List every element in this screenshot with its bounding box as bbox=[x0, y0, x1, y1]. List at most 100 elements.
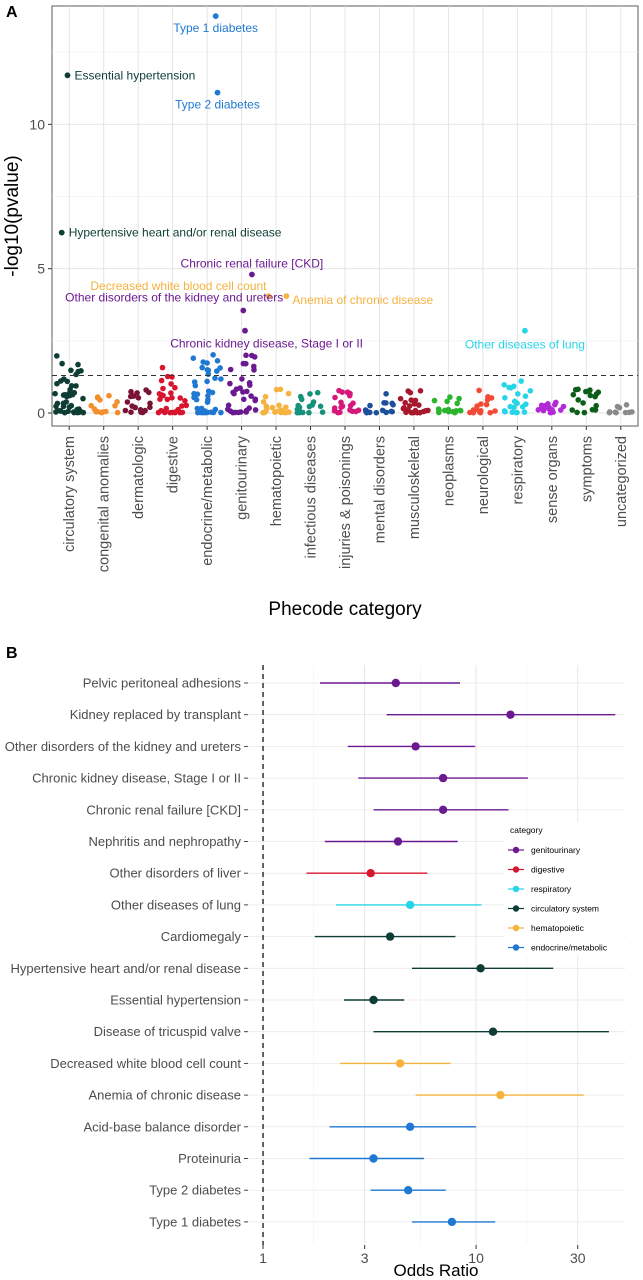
point-uncategorized bbox=[612, 409, 619, 416]
point-label-type-1-diabetes: Type 1 diabetes bbox=[173, 21, 258, 35]
point-hematopoietic bbox=[285, 390, 292, 397]
phenotype-label-pelvic-peritoneal-adhesions: Pelvic peritoneal adhesions bbox=[83, 676, 242, 691]
point-circulatory-system bbox=[73, 371, 79, 378]
legend-label-digestive: digestive bbox=[531, 865, 565, 875]
point-sense-organs bbox=[538, 402, 545, 409]
point-neoplasms bbox=[436, 409, 442, 416]
legend-key-hematopoietic bbox=[512, 924, 520, 932]
point-digestive bbox=[159, 364, 166, 371]
point-musculoskeletal bbox=[401, 405, 407, 411]
point-respiratory bbox=[501, 382, 508, 388]
point-label-chronic-renal-failure-ckd: Chronic renal failure [CKD] bbox=[181, 257, 324, 271]
or-point-other-disorders-of-liver bbox=[366, 869, 375, 878]
point-genitourinary bbox=[230, 389, 236, 396]
or-point-kidney-replaced-by-transplant bbox=[506, 710, 515, 719]
or-point-disease-of-tricuspid-valve bbox=[488, 1027, 498, 1036]
x-tick-label: 3 bbox=[361, 1250, 369, 1266]
point-digestive bbox=[168, 381, 174, 387]
point-digestive bbox=[177, 395, 183, 401]
point-dermatologic bbox=[130, 393, 137, 399]
point-sense-organs bbox=[545, 404, 551, 411]
point-genitourinary bbox=[252, 397, 258, 404]
phenotype-label-type-2-diabetes: Type 2 diabetes bbox=[149, 1183, 241, 1198]
point-congenital-anomalies bbox=[93, 408, 99, 415]
point-dermatologic bbox=[134, 390, 140, 396]
point-circulatory-system bbox=[54, 353, 60, 359]
legend-label-circulatory-system: circulatory system bbox=[531, 904, 599, 914]
point-dermatologic bbox=[135, 395, 142, 401]
category-label-respiratory: respiratory bbox=[510, 435, 526, 504]
panel-a-letter: A bbox=[6, 4, 18, 21]
legend-label-respiratory: respiratory bbox=[531, 884, 572, 894]
point-injuries-poisonings bbox=[338, 404, 345, 411]
point-circulatory-system bbox=[57, 407, 64, 414]
point-congenital-anomalies bbox=[106, 392, 112, 399]
point-congenital-anomalies bbox=[97, 397, 103, 403]
category-label-neurological: neurological bbox=[476, 436, 492, 514]
point-genitourinary bbox=[249, 352, 255, 359]
point-label-chronic-kidney-disease-stage-i-or-ii: Chronic kidney disease, Stage I or II bbox=[170, 337, 363, 351]
point-dermatologic bbox=[129, 403, 135, 409]
phenotype-label-anemia-of-chronic-disease: Anemia of chronic disease bbox=[89, 1088, 241, 1103]
forest-plot-panel: B Pelvic peritoneal adhesions Kidney repl… bbox=[5, 645, 625, 1280]
point-uncategorized bbox=[623, 402, 630, 408]
point-congenital-anomalies bbox=[103, 408, 109, 415]
point-hematopoietic bbox=[262, 393, 269, 400]
point-congenital-anomalies bbox=[98, 409, 105, 416]
labeled-point-chronic-renal-failure-ckd bbox=[249, 271, 255, 278]
point-endocrine-metabolic bbox=[214, 368, 220, 374]
phenotype-label-acid-base-balance-disorder: Acid-base balance disorder bbox=[83, 1119, 241, 1134]
point-uncategorized bbox=[622, 409, 629, 416]
point-neoplasms bbox=[445, 408, 452, 415]
point-dermatologic bbox=[146, 389, 152, 396]
point-endocrine-metabolic bbox=[205, 396, 211, 403]
point-injuries-poisonings bbox=[350, 400, 356, 407]
point-infectious-diseases bbox=[319, 409, 326, 416]
point-circulatory-system bbox=[63, 399, 69, 405]
point-endocrine-metabolic bbox=[193, 396, 200, 403]
or-point-chronic-kidney-disease-stage-i-or-ii bbox=[438, 773, 448, 783]
or-point-type-2-diabetes bbox=[404, 1186, 413, 1195]
point-genitourinary bbox=[239, 376, 245, 382]
point-respiratory bbox=[513, 409, 520, 416]
legend-label-genitourinary: genitourinary bbox=[531, 845, 581, 855]
or-point-hypertensive-heart-and-or-renal-disease bbox=[476, 964, 485, 973]
legend-label-hematopoietic: hematopoietic bbox=[531, 923, 585, 933]
point-respiratory bbox=[521, 409, 528, 415]
category-label-sense-organs: sense organs bbox=[545, 436, 561, 523]
point-symptoms bbox=[587, 387, 593, 393]
point-digestive bbox=[183, 402, 190, 409]
y-tick-label: 10 bbox=[29, 116, 45, 132]
point-uncategorized bbox=[614, 403, 621, 410]
point-respiratory bbox=[515, 391, 521, 397]
point-digestive bbox=[169, 409, 176, 416]
legend-key-genitourinary bbox=[512, 846, 520, 854]
point-musculoskeletal bbox=[417, 388, 424, 394]
point-hematopoietic bbox=[283, 404, 289, 411]
y-tick-label: 5 bbox=[37, 261, 45, 277]
point-symptoms bbox=[572, 386, 579, 393]
point-dermatologic bbox=[147, 400, 153, 407]
category-label-endocrine-metabolic: endocrine/metabolic bbox=[200, 436, 216, 566]
point-respiratory bbox=[502, 395, 508, 401]
point-injuries-poisonings bbox=[332, 394, 338, 401]
point-circulatory-system bbox=[75, 361, 81, 368]
point-label-other-disorders-of-the-kidney-and-ureters: Other disorders of the kidney and ureter… bbox=[65, 291, 283, 305]
point-respiratory bbox=[507, 403, 513, 410]
labeled-point-anemia-of-chronic-disease bbox=[283, 293, 290, 299]
point-neoplasms bbox=[444, 398, 450, 405]
labeled-point-hypertensive-heart-and-or-renal-disease bbox=[58, 229, 65, 236]
y-axis-title: -log10(pvalue) bbox=[2, 155, 23, 276]
phenotype-label-essential-hypertension: Essential hypertension bbox=[110, 993, 241, 1008]
point-symptoms bbox=[575, 397, 581, 403]
point-circulatory-system bbox=[80, 395, 86, 402]
point-dermatologic bbox=[128, 409, 134, 416]
point-genitourinary bbox=[252, 407, 259, 413]
point-label-anemia-of-chronic-disease: Anemia of chronic disease bbox=[292, 293, 433, 307]
point-label-other-diseases-of-lung: Other diseases of lung bbox=[465, 338, 585, 352]
phenotype-label-proteinuria: Proteinuria bbox=[178, 1151, 242, 1166]
legend-key-endocrine-metabolic bbox=[512, 944, 520, 951]
point-endocrine-metabolic bbox=[204, 367, 211, 373]
phenotype-label-other-disorders-of-liver: Other disorders of liver bbox=[110, 866, 242, 881]
